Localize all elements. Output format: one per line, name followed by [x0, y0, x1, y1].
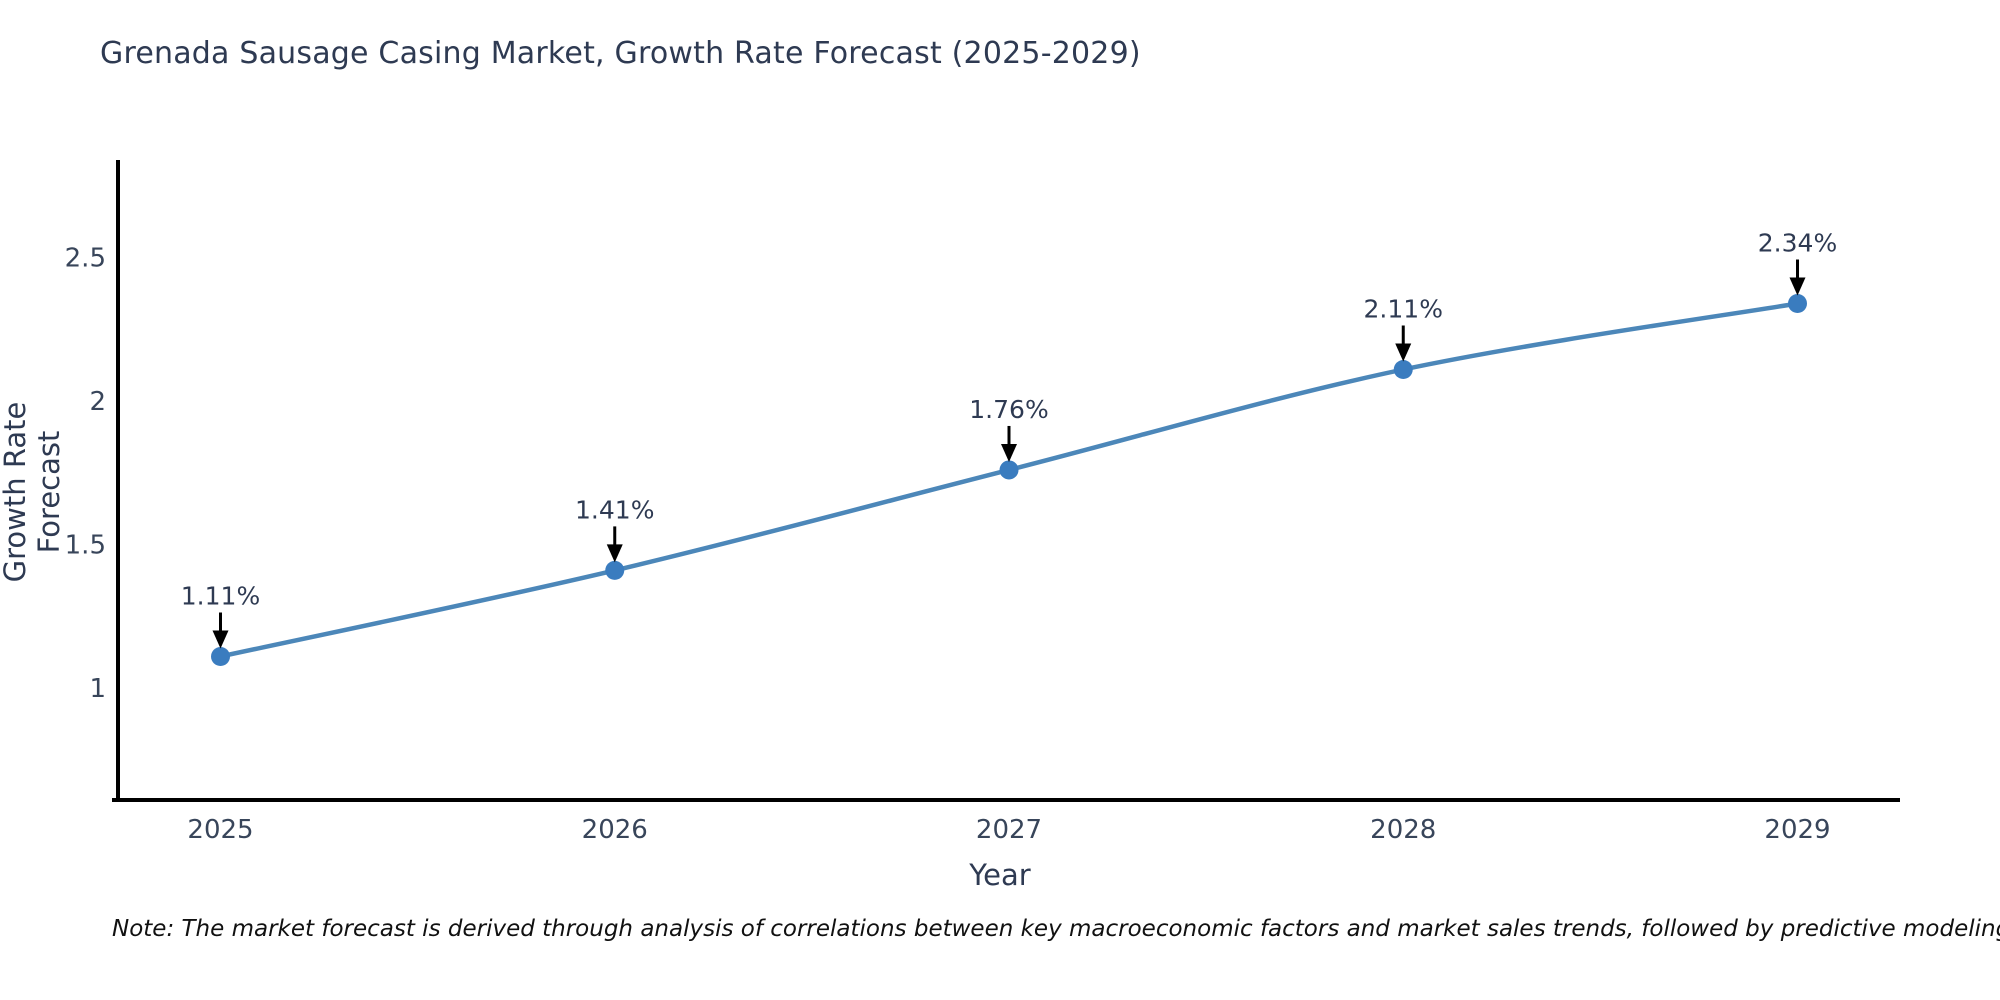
chart-title: Grenada Sausage Casing Market, Growth Ra… — [100, 36, 1141, 71]
y-tick-label: 1 — [89, 674, 106, 704]
x-tick-label: 2028 — [1370, 815, 1436, 845]
data-point-marker — [1393, 360, 1413, 380]
x-tick-label: 2027 — [976, 815, 1042, 845]
y-tick-label: 1.5 — [65, 531, 106, 561]
data-point-label: 2.34% — [1758, 228, 1837, 257]
data-point-marker — [999, 460, 1019, 480]
data-point-label: 1.76% — [969, 395, 1048, 424]
annotation-arrowhead — [1395, 343, 1412, 362]
data-point-marker — [1787, 293, 1807, 313]
y-tick-label: 2.5 — [65, 244, 106, 274]
data-point-label: 1.41% — [575, 495, 654, 524]
data-point-label: 1.11% — [181, 582, 260, 611]
data-point-marker — [605, 560, 625, 580]
x-tick-label: 2025 — [187, 815, 253, 845]
data-point-marker — [211, 647, 231, 667]
x-tick-label: 2029 — [1764, 815, 1830, 845]
x-axis-title: Year — [969, 858, 1031, 892]
annotation-arrowhead — [1001, 443, 1017, 462]
footnote: Note: The market forecast is derived thr… — [112, 916, 2000, 942]
y-tick-label: 2 — [89, 387, 106, 417]
forecast-line — [218, 301, 1800, 659]
annotation-arrowhead — [212, 630, 229, 649]
x-tick-label: 2026 — [582, 815, 648, 845]
annotation-arrowhead — [1789, 277, 1806, 296]
data-point-label: 2.11% — [1364, 295, 1443, 324]
annotation-arrowhead — [606, 544, 623, 563]
